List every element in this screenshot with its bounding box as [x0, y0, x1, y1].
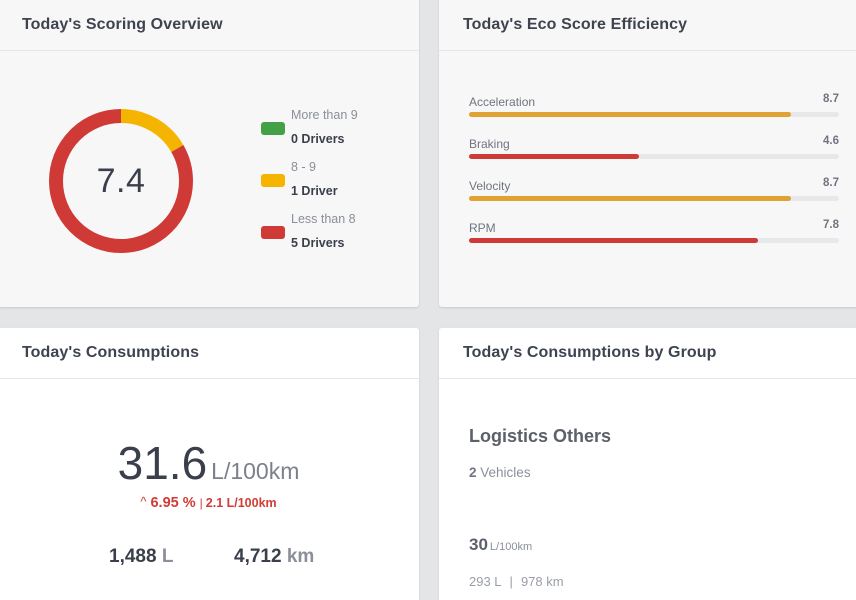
delta-separator: | [199, 496, 203, 510]
consumption-unit: L/100km [211, 458, 300, 484]
scoring-overview-card: Today's Scoring Overview 7.4 More than 9… [0, 0, 419, 307]
consumptions-card: Today's Consumptions 31.6 L/100km ^ 6.95 … [0, 328, 419, 600]
total-liters: 1,488 L [109, 546, 173, 568]
legend-count: 1 Driver [291, 184, 338, 198]
bar-fill [469, 196, 791, 201]
consumptions-by-group-card: Today's Consumptions by Group Logistics … [439, 328, 856, 600]
bar-track [469, 196, 839, 201]
group-consumption-unit: L/100km [489, 541, 533, 553]
group-consumption: 30 L/100km [469, 535, 532, 555]
consumptions-by-group-title: Today's Consumptions by Group [463, 344, 717, 361]
legend-label: Less than 8 [291, 212, 356, 226]
legend-count: 0 Drivers [291, 132, 345, 146]
card-header: Today's Consumptions [0, 328, 419, 379]
bar-value: 4.6 [823, 135, 839, 147]
liters-unit: L [161, 546, 174, 567]
consumption-delta: ^ 6.95 % | 2.1 L/100km [0, 494, 419, 511]
delta-absolute: 2.1 L/100km [205, 496, 277, 510]
bar-label: Braking [469, 137, 510, 151]
group-consumption-value: 30 [469, 535, 488, 554]
bar-track [469, 238, 839, 243]
group-vehicles: 2 Vehicles [469, 465, 531, 480]
total-distance: 4,712 km [234, 546, 314, 568]
bar-track [469, 154, 839, 159]
card-header: Today's Consumptions by Group [439, 328, 856, 379]
group-totals: 293 L | 978 km [469, 574, 564, 589]
donut-segment-less-than-8 [49, 109, 193, 253]
legend-label: More than 9 [291, 108, 358, 122]
legend-count: 5 Drivers [291, 236, 345, 250]
bar-fill [469, 238, 758, 243]
delta-percent: 6.95 % [150, 495, 196, 511]
consumption-average: 31.6 L/100km [0, 436, 419, 490]
group-liters: 293 L [469, 574, 502, 589]
liters-value: 1,488 [109, 546, 157, 567]
scoring-overview-title: Today's Scoring Overview [22, 16, 223, 33]
group-name[interactable]: Logistics Others [469, 426, 612, 446]
group-distance: 978 km [520, 574, 564, 589]
legend-swatch-yellow [261, 174, 285, 187]
bar-fill [469, 112, 791, 117]
legend-swatch-green [261, 122, 285, 135]
card-header: Today's Scoring Overview [0, 0, 419, 51]
group-totals-separator: | [509, 574, 513, 589]
vehicles-label: Vehicles [480, 465, 531, 480]
average-score: 7.4 [96, 161, 146, 200]
bar-value: 7.8 [823, 219, 839, 231]
bar-fill [469, 154, 640, 159]
eco-score-title: Today's Eco Score Efficiency [463, 16, 688, 33]
bar-value: 8.7 [823, 93, 839, 105]
bar-label: Acceleration [469, 95, 536, 109]
bar-track [469, 112, 839, 117]
legend-label: 8 - 9 [291, 160, 317, 174]
distance-value: 4,712 [234, 546, 282, 567]
card-header: Today's Eco Score Efficiency [439, 0, 856, 51]
donut-ring [49, 109, 193, 253]
vehicles-count: 2 [469, 465, 477, 480]
distance-unit: km [286, 546, 315, 567]
score-donut-chart: 7.4 [49, 109, 193, 253]
legend-swatch-red [261, 226, 285, 239]
arrow-up-icon: ^ [140, 494, 147, 509]
eco-score-card: Today's Eco Score Efficiency Acceleratio… [439, 0, 856, 307]
bar-label: Velocity [469, 179, 511, 193]
bar-label: RPM [469, 221, 496, 235]
bar-value: 8.7 [823, 177, 839, 189]
consumptions-title: Today's Consumptions [22, 344, 200, 361]
consumption-value: 31.6 [117, 437, 208, 489]
